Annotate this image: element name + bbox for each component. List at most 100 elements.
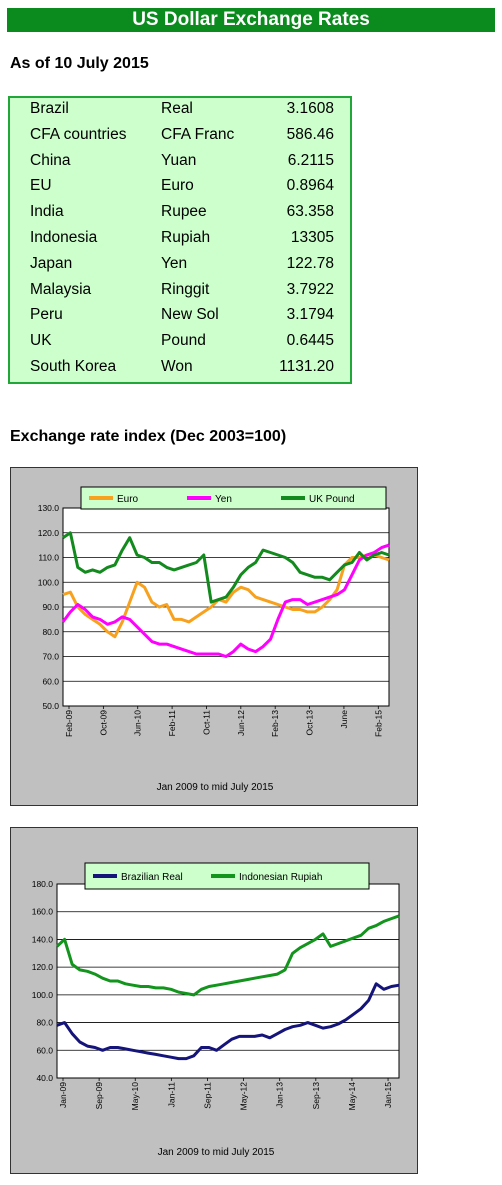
rate-country: Indonesia [30, 229, 98, 246]
rate-country: India [30, 203, 64, 221]
y-tick-label: 80.0 [42, 627, 59, 637]
rate-currency: Rupee [161, 203, 207, 221]
y-tick-label: 130.0 [38, 503, 60, 513]
series-line-uk-pound [62, 531, 390, 604]
index-section-title: Exchange rate index (Dec 2003=100) [10, 428, 287, 445]
rate-row: CFA countries CFA Franc 586.46 [10, 124, 350, 150]
rate-country: South Korea [30, 358, 117, 375]
x-tick-label: Feb-11 [167, 710, 177, 737]
x-tick-label: Feb-09 [64, 710, 74, 737]
rate-country: Japan [30, 254, 73, 272]
x-tick-label: Oct-09 [98, 710, 108, 736]
rate-country: Peru [30, 306, 63, 324]
x-tick-label: June [339, 710, 349, 729]
rate-value: 0.6445 [286, 332, 334, 350]
rate-country: Malaysia [30, 280, 92, 298]
x-tick-label: Sep-09 [94, 1082, 104, 1110]
y-tick-label: 70.0 [42, 652, 59, 662]
rate-row: India Rupee 63.358 [10, 201, 350, 227]
y-tick-label: 160.0 [32, 907, 54, 917]
rate-value: 13305 [290, 229, 334, 246]
rate-row: Japan Yen 122.78 [10, 253, 350, 279]
x-axis-caption: Jan 2009 to mid July 2015 [158, 1147, 275, 1158]
series-line-yen [61, 543, 390, 658]
rate-row: Peru New Sol 3.1794 [10, 304, 350, 330]
y-tick-label: 110.0 [38, 553, 59, 563]
rate-row: Brazil Real 3.1608 [10, 98, 350, 124]
rate-currency: CFA Franc [161, 125, 235, 143]
x-tick-label: Feb-13 [270, 710, 280, 737]
legend-label: Brazilian Real [121, 872, 183, 883]
y-tick-label: 90.0 [42, 602, 59, 612]
legend-label: UK Pound [309, 494, 355, 505]
rate-value: 63.358 [286, 203, 334, 221]
x-tick-label: Jan-15 [383, 1082, 393, 1108]
series-line-euro [62, 553, 390, 639]
as-of-date: As of 10 July 2015 [10, 55, 149, 72]
rate-currency: Euro [161, 177, 194, 195]
rate-row: UK Pound 0.6445 [10, 330, 350, 356]
rate-currency: Pound [161, 332, 206, 350]
y-tick-label: 80.0 [36, 1018, 53, 1028]
x-tick-label: Jun-10 [133, 710, 143, 736]
rate-currency: Yen [161, 254, 188, 272]
x-tick-label: May-12 [239, 1082, 249, 1111]
x-tick-label: Sep-13 [311, 1082, 321, 1110]
y-tick-label: 60.0 [36, 1045, 53, 1055]
exchange-index-chart-emerging: 40.0 60.0 80.0 100.0 120.0 140.0 160.0 180.0 Jan… [32, 862, 400, 1158]
rate-row: Indonesia Rupiah 13305 [10, 227, 350, 253]
rate-value: 122.78 [286, 254, 334, 272]
rate-value: 1131.20 [279, 358, 334, 375]
page-title: US Dollar Exchange Rates [7, 8, 495, 32]
y-tick-label: 180.0 [32, 879, 54, 889]
chart-panel-major: 50.0 60.0 70.0 80.0 90.0 100.0 110.0 120.0 130.0… [10, 467, 418, 806]
x-tick-label: May-10 [130, 1082, 140, 1111]
rate-row: EU Euro 0.8964 [10, 175, 350, 201]
series-line-brazilian-real [56, 982, 400, 1061]
rate-value: 3.1794 [286, 306, 334, 324]
rate-row: South Korea Won 1131.20 [10, 356, 350, 382]
x-tick-label: Jan-13 [275, 1082, 285, 1108]
y-tick-label: 50.0 [42, 701, 59, 711]
rate-currency: Real [161, 100, 193, 117]
y-tick-label: 40.0 [36, 1073, 53, 1083]
exchange-index-chart-major: 50.0 60.0 70.0 80.0 90.0 100.0 110.0 120.0 130.0… [38, 486, 390, 793]
rate-value: 586.46 [286, 125, 334, 143]
x-tick-label: Jan-09 [58, 1082, 68, 1108]
rate-country: China [30, 151, 71, 169]
legend-label: Yen [215, 494, 232, 505]
rate-country: EU [30, 177, 52, 195]
rate-currency: Yuan [161, 151, 197, 169]
legend-box [80, 486, 387, 510]
y-tick-label: 120.0 [38, 528, 60, 538]
x-tick-label: Jan-11 [166, 1082, 176, 1108]
y-tick-label: 60.0 [42, 676, 59, 686]
legend-label: Euro [117, 494, 139, 505]
rate-value: 6.2115 [287, 151, 334, 169]
rate-currency: Rupiah [161, 229, 211, 246]
x-axis-caption: Jan 2009 to mid July 2015 [157, 782, 274, 793]
rate-country: UK [30, 332, 52, 350]
chart-panel-emerging: 40.0 60.0 80.0 100.0 120.0 140.0 160.0 180.0 Jan… [10, 827, 418, 1174]
rate-value: 0.8964 [286, 177, 334, 195]
rate-row: Malaysia Ringgit 3.7922 [10, 279, 350, 305]
x-tick-label: Jun-12 [236, 710, 246, 736]
rate-currency: Ringgit [161, 280, 210, 298]
y-tick-label: 100.0 [32, 990, 54, 1000]
y-tick-label: 100.0 [38, 577, 60, 587]
x-tick-label: Oct-11 [201, 710, 211, 735]
rate-currency: New Sol [161, 306, 219, 324]
series-line-indonesian-rupiah [55, 914, 400, 997]
rate-row: China Yuan 6.2115 [10, 150, 350, 176]
rate-currency: Won [161, 358, 193, 375]
rate-value: 3.7922 [286, 280, 334, 298]
rate-country: CFA countries [30, 125, 127, 143]
rate-country: Brazil [30, 100, 69, 117]
legend-label: Indonesian Rupiah [239, 872, 322, 883]
rate-value: 3.1608 [286, 100, 334, 117]
exchange-rate-table: Brazil Real 3.1608 CFA countries CFA Franc 58… [8, 96, 352, 384]
y-tick-label: 140.0 [32, 934, 54, 944]
x-tick-label: Oct-13 [305, 710, 315, 736]
y-tick-label: 120.0 [32, 962, 54, 972]
x-tick-label: Sep-11 [202, 1082, 212, 1109]
